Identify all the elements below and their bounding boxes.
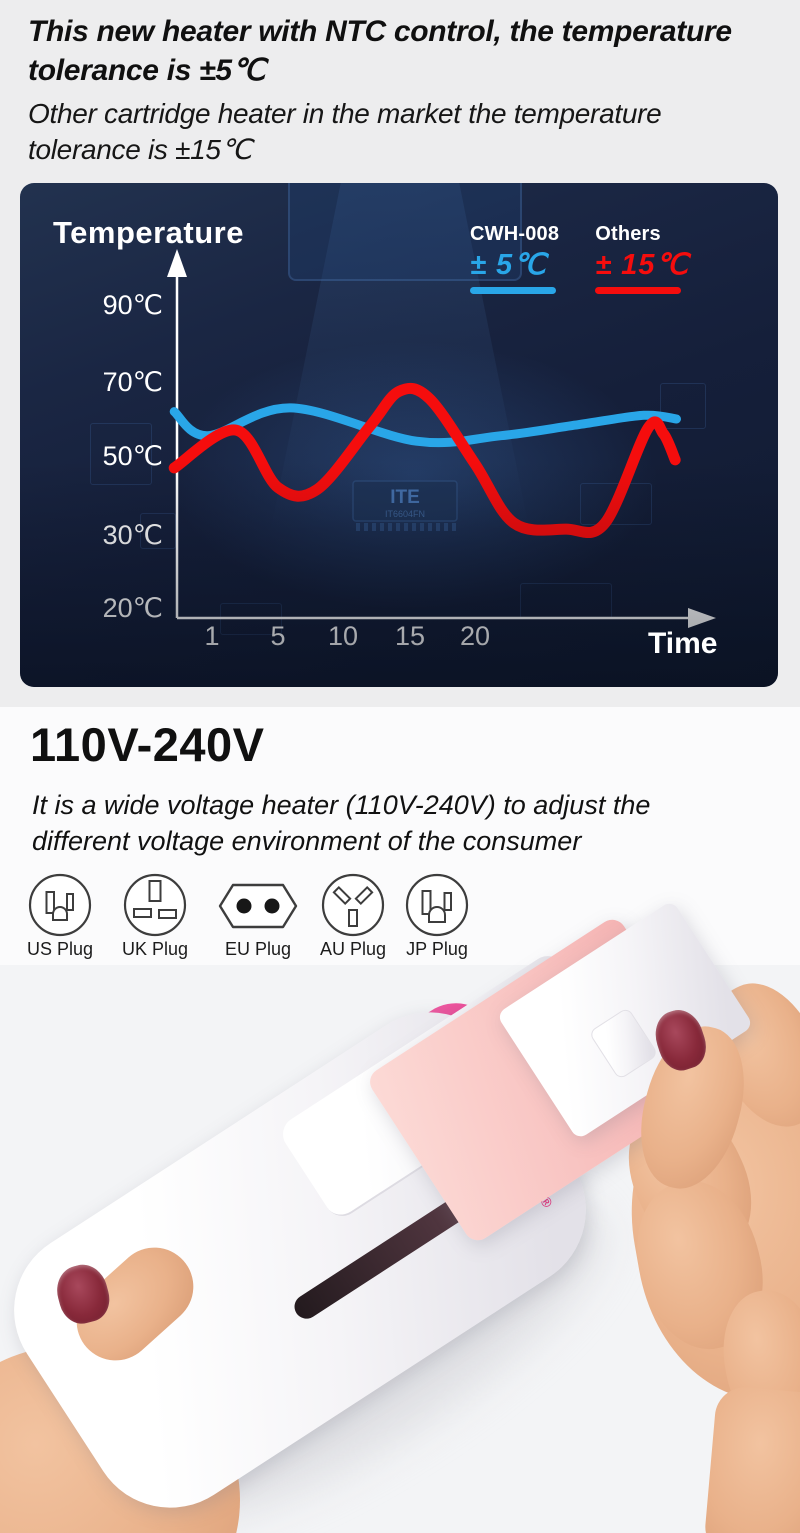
y-axis-title: Temperature	[53, 215, 244, 250]
chart-background-screen	[288, 183, 522, 281]
legend-item-cwh-008: CWH-008 ± 5℃	[470, 223, 559, 294]
legend-item-others: Others ± 15℃	[595, 223, 689, 294]
line-others	[168, 382, 681, 538]
eu-plug-icon	[218, 883, 298, 929]
x-tick-20: 20	[460, 621, 490, 651]
circuit-trace	[90, 423, 152, 485]
voltage-title: 110V-240V	[30, 718, 265, 771]
plug-label-us: US Plug	[26, 939, 94, 959]
circuit-trace	[140, 513, 176, 549]
x-tick-1: 1	[204, 621, 219, 651]
x-tick-15: 15	[395, 621, 425, 651]
uk-plug-icon	[123, 873, 187, 937]
plug-label-au: AU Plug	[319, 939, 387, 959]
plug-uk	[122, 872, 188, 943]
plug-au	[320, 872, 386, 943]
chart-legend: CWH-008 ± 5℃ Others ± 15℃	[470, 223, 689, 294]
product-photo: waxkiss®	[0, 899, 800, 1533]
plug-label-eu: EU Plug	[224, 939, 292, 959]
chip-text-line2: IT6604FN	[385, 509, 425, 519]
voltage-section: 110V-240V It is a wide voltage heater (1…	[0, 707, 800, 965]
intro-headline: This new heater with NTC control, the te…	[28, 15, 732, 87]
chart-axes	[175, 275, 692, 620]
y-tick-20: 20℃	[103, 593, 163, 623]
y-tick-70: 70℃	[103, 367, 163, 397]
temperature-chart-panel: ITE IT6604FN 90℃ 70℃ 50℃ 30℃ 20℃ 1 5	[20, 183, 778, 687]
us-plug-icon	[28, 873, 92, 937]
right-hand-wrist	[702, 1384, 800, 1533]
jp-plug-icon	[405, 873, 469, 937]
circuit-trace	[660, 383, 706, 429]
plug-label-jp: JP Plug	[406, 939, 468, 959]
x-tick-5: 5	[270, 621, 285, 651]
circuit-trace	[580, 483, 652, 525]
y-tick-30: 30℃	[103, 520, 163, 550]
chart-vignette	[20, 183, 778, 687]
x-axis-arrow	[688, 608, 716, 628]
voltage-description: It is a wide voltage heater (110V-240V) …	[32, 790, 651, 856]
intro-section: This new heater with NTC control, the te…	[0, 0, 800, 183]
circuit-chip: ITE IT6604FN	[352, 480, 458, 531]
plug-us	[27, 872, 93, 943]
temperature-chart: ITE IT6604FN 90℃ 70℃ 50℃ 30℃ 20℃ 1 5	[103, 249, 716, 651]
plug-jp	[404, 872, 470, 943]
legend-series-name: Others	[595, 223, 661, 245]
y-tick-50: 50℃	[103, 441, 163, 471]
intro-subline: Other cartridge heater in the market the…	[28, 98, 662, 165]
chip-text-line1: ITE	[390, 487, 420, 508]
legend-tolerance: ± 5℃	[470, 249, 547, 281]
legend-series-name: CWH-008	[470, 223, 560, 245]
legend-color-bar	[470, 287, 556, 294]
plug-label-uk: UK Plug	[121, 939, 189, 959]
au-plug-icon	[321, 873, 385, 937]
y-tick-90: 90℃	[103, 290, 163, 320]
plug-eu	[216, 881, 300, 936]
y-axis-arrow	[167, 249, 187, 277]
legend-tolerance: ± 15℃	[595, 249, 690, 281]
chart-section: ITE IT6604FN 90℃ 70℃ 50℃ 30℃ 20℃ 1 5	[0, 183, 800, 707]
legend-color-bar	[595, 287, 682, 294]
x-axis-title: Time	[648, 627, 718, 660]
x-tick-10: 10	[328, 621, 358, 651]
